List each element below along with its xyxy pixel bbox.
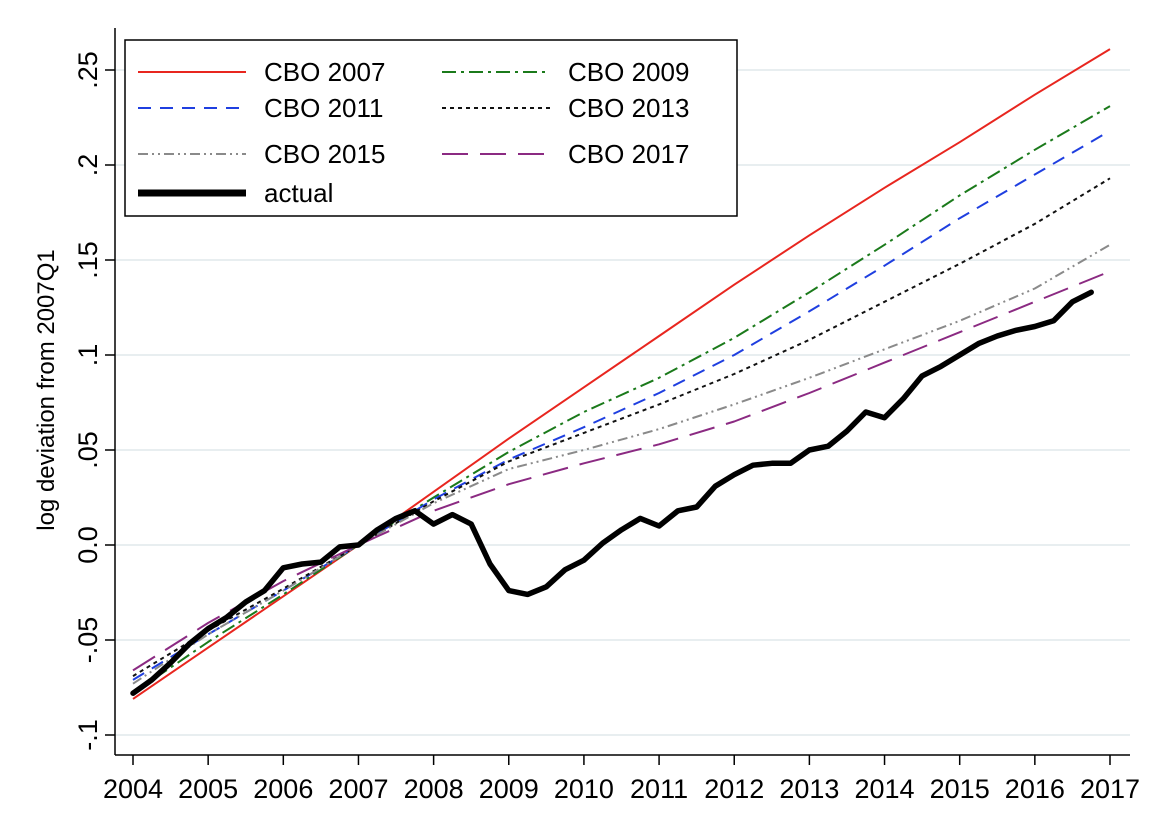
series-line-actual (130, 289, 1094, 696)
x-tick-label: 2010 (554, 774, 614, 804)
x-tick-label: 2015 (930, 774, 990, 804)
y-tick-label: -.05 (73, 617, 103, 664)
legend-label: CBO 2017 (568, 139, 689, 169)
x-tick-label: 2011 (630, 774, 688, 804)
x-tick-label: 2007 (328, 774, 388, 804)
series-line-cbo-2017 (132, 270, 1111, 672)
series-line-cbo-2013 (132, 177, 1111, 677)
legend-label: CBO 2009 (568, 57, 689, 87)
x-tick-label: 2017 (1080, 774, 1140, 804)
x-tick-label: 2005 (178, 774, 238, 804)
y-tick-label: -.1 (73, 719, 103, 751)
x-tick-label: 2008 (404, 774, 464, 804)
series-line-cbo-2009 (132, 105, 1111, 695)
y-axis-title: log deviation from 2007Q1 (33, 249, 60, 531)
x-tick-label: 2013 (779, 774, 839, 804)
legend-label: CBO 2011 (264, 93, 383, 123)
y-tick-label: .05 (73, 431, 103, 469)
legend-label: CBO 2007 (264, 57, 385, 87)
y-tick-label: .25 (73, 51, 103, 89)
legend-label: CBO 2013 (568, 93, 689, 123)
series-line-cbo-2015 (132, 243, 1111, 685)
y-tick-label: .1 (73, 344, 103, 367)
x-tick-label: 2009 (479, 774, 539, 804)
legend-label: CBO 2015 (264, 139, 385, 169)
x-tick-label: 2004 (103, 774, 163, 804)
x-tick-label: 2012 (704, 774, 764, 804)
legend: CBO 2007 CBO 2009 CBO 2011 CBO 2013 CBO 2015… (124, 39, 738, 217)
y-tick-label: 0.0 (73, 526, 103, 564)
axes: -.1 -.05 0.0 .05 .1 .15 .2 .25 2004 2005 2006 2007 2… (73, 28, 1140, 804)
x-tick-label: 2014 (854, 774, 914, 804)
series-lines (130, 48, 1111, 700)
y-tick-label: .15 (73, 241, 103, 279)
series-line-cbo-2007 (132, 48, 1111, 700)
legend-box (124, 39, 738, 217)
x-tick-label: 2016 (1005, 774, 1065, 804)
x-tick-label: 2006 (253, 774, 313, 804)
y-tick-label: .2 (73, 154, 103, 177)
legend-label: actual (264, 178, 333, 208)
series-line-cbo-2011 (132, 129, 1111, 681)
